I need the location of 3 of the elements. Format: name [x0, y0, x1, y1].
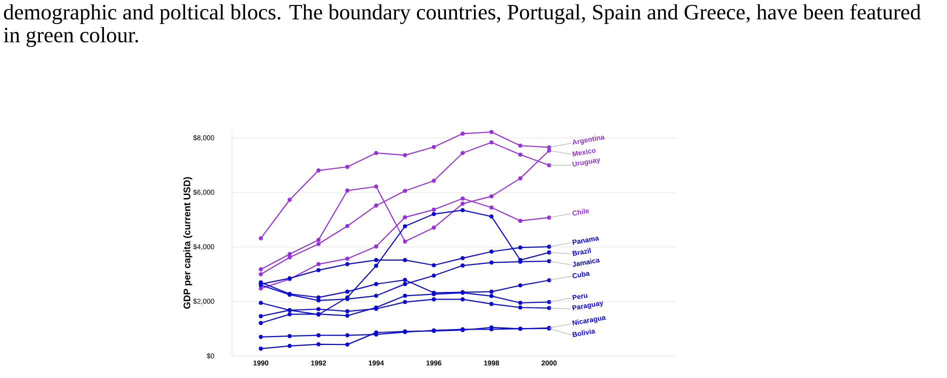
text: in green colour.	[4, 27, 138, 47]
y-axis-title: GDP per capita (current USD)	[183, 177, 192, 309]
text: demographic and poltical blocs. The boundary countries, Portugal, Spain and Greece, have been featured	[4, 4, 921, 24]
